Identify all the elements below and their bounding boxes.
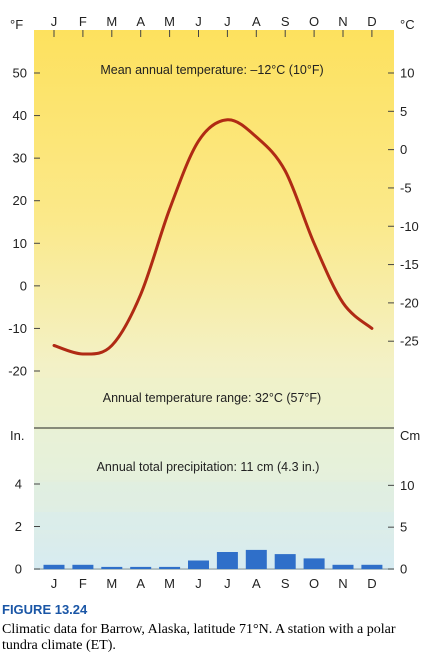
- precip-bar: [245, 549, 267, 569]
- temp-left-tick-label: 30: [13, 151, 27, 166]
- temp-right-tick-label: -10: [400, 219, 419, 234]
- month-label-bottom: J: [195, 576, 202, 591]
- precip-bar: [72, 564, 94, 570]
- precip-left-tick-label: 0: [15, 562, 22, 577]
- precip-right-unit-label: Cm: [400, 428, 420, 443]
- mean-temperature-annotation: Mean annual temperature: –12°C (10°F): [100, 63, 323, 77]
- background-band: [34, 512, 394, 530]
- temp-right-ticks: 10 5 0 -5 -10 -15 -20 -25: [388, 66, 419, 349]
- temp-left-tick-label: 40: [13, 108, 27, 123]
- temp-right-tick-label: 5: [400, 104, 407, 119]
- month-label-top: O: [309, 14, 319, 29]
- precip-left-tick-label: 4: [15, 477, 22, 492]
- month-label-bottom: F: [79, 576, 87, 591]
- month-label-bottom: J: [51, 576, 58, 591]
- figure-caption: Climatic data for Barrow, Alaska, latitu…: [2, 622, 396, 653]
- precip-right-ticks: 10 5 0: [388, 478, 414, 577]
- temp-left-unit-label: °F: [10, 17, 23, 32]
- precip-bar: [43, 564, 65, 570]
- month-label-bottom: M: [164, 576, 175, 591]
- figure-label: FIGURE 13.24: [2, 602, 88, 617]
- precip-bar: [130, 566, 152, 569]
- month-label-top: M: [106, 14, 117, 29]
- temperature-range-annotation: Annual temperature range: 32°C (57°F): [103, 391, 321, 405]
- month-label-top: F: [79, 14, 87, 29]
- temp-left-tick-label: 20: [13, 193, 27, 208]
- month-label-bottom: N: [338, 576, 347, 591]
- precip-right-tick-label: 0: [400, 562, 407, 577]
- month-label-top: A: [252, 14, 261, 29]
- precip-left-ticks: 4 2 0: [15, 477, 40, 577]
- temp-right-tick-label: -20: [400, 295, 419, 310]
- temperature-line: [52, 118, 374, 356]
- precip-right-tick-label: 5: [400, 520, 407, 535]
- month-label-top: J: [51, 14, 58, 29]
- precip-bar: [216, 552, 238, 569]
- month-label-top: M: [164, 14, 175, 29]
- background-band: [34, 482, 394, 500]
- month-label-top: N: [338, 14, 347, 29]
- month-label-top: S: [281, 14, 290, 29]
- month-label-bottom: D: [367, 576, 376, 591]
- temp-right-tick-label: 0: [400, 142, 407, 157]
- precip-right-tick-label: 10: [400, 478, 414, 493]
- background-band: [34, 430, 394, 480]
- precipitation-annotation: Annual total precipitation: 11 cm (4.3 i…: [97, 460, 320, 474]
- precip-bar: [101, 566, 123, 569]
- month-label-bottom: O: [309, 576, 319, 591]
- precip-bar: [332, 564, 354, 570]
- temp-left-tick-label: -10: [8, 321, 27, 336]
- temp-right-tick-label: 10: [400, 66, 414, 81]
- month-label-bottom: A: [136, 576, 145, 591]
- temp-left-tick-label: -20: [8, 364, 27, 379]
- temp-left-tick-label: 0: [20, 278, 27, 293]
- precip-bar: [274, 554, 296, 569]
- temp-left-tick-label: 10: [13, 236, 27, 251]
- plot-background: [34, 30, 394, 570]
- temp-right-tick-label: -15: [400, 257, 419, 272]
- month-label-top: J: [224, 14, 231, 29]
- background-band: [34, 378, 394, 420]
- precip-bar: [303, 558, 325, 569]
- precip-bars: [43, 549, 383, 570]
- temp-left-ticks: 50 40 30 20 10 0 -10 -20: [8, 66, 40, 379]
- month-label-bottom: J: [224, 576, 231, 591]
- band-layer: [34, 378, 394, 530]
- precip-bar: [361, 564, 383, 570]
- month-label-bottom: S: [281, 576, 290, 591]
- temp-right-tick-label: -5: [400, 180, 412, 195]
- month-label-bottom: A: [252, 576, 261, 591]
- precip-left-unit-label: In.: [10, 428, 24, 443]
- month-label-top: A: [136, 14, 145, 29]
- month-label-top: D: [367, 14, 376, 29]
- temp-right-unit-label: °C: [400, 17, 415, 32]
- temp-right-tick-label: -25: [400, 334, 419, 349]
- month-label-top: J: [195, 14, 202, 29]
- top-month-ticks: [53, 30, 373, 37]
- precip-bar: [188, 560, 209, 569]
- precip-bar: [159, 566, 181, 569]
- precip-left-tick-label: 2: [15, 519, 22, 534]
- month-label-bottom: M: [106, 576, 117, 591]
- temp-left-tick-label: 50: [13, 66, 27, 81]
